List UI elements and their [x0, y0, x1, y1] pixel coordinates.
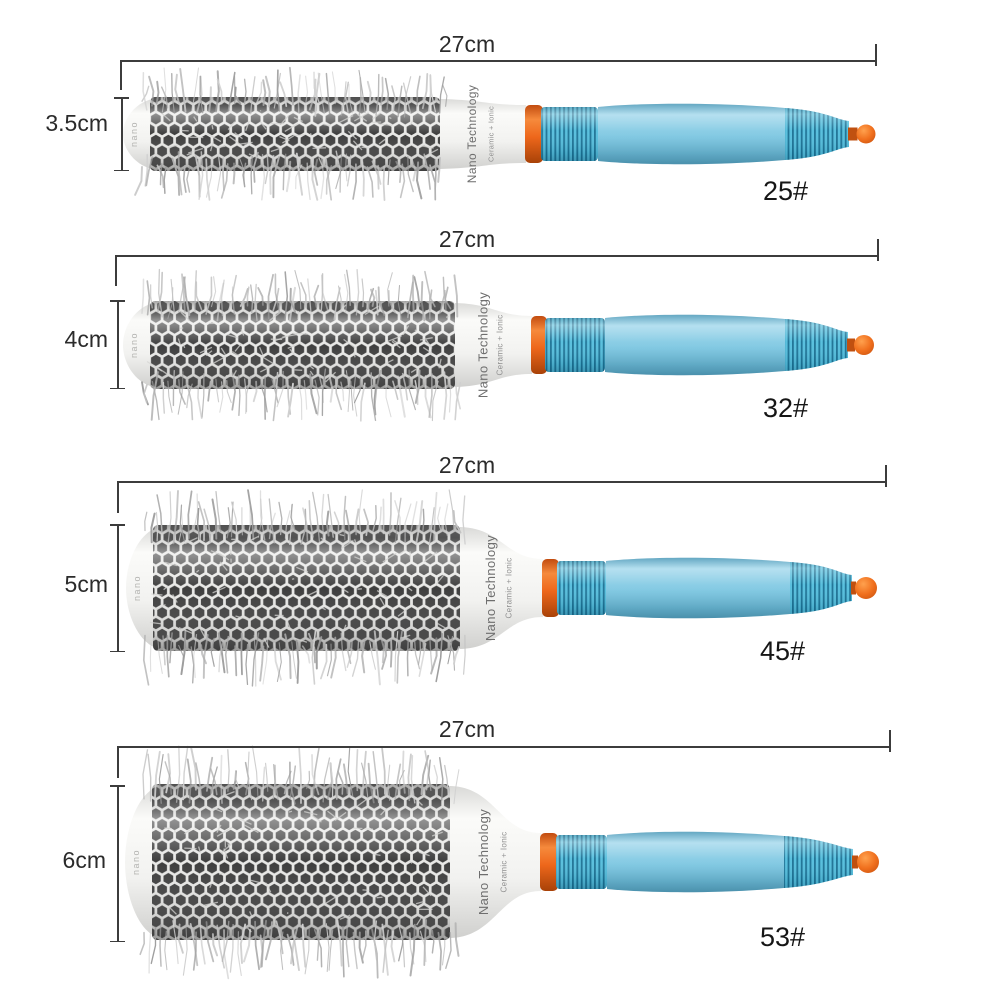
barrel-shading — [153, 525, 460, 651]
tip-ball — [857, 851, 879, 873]
length-label: 27cm — [438, 452, 496, 478]
barrel-shading — [150, 97, 440, 171]
diameter-dimension-line — [111, 300, 123, 389]
length-dimension-left-drop — [115, 255, 117, 286]
ball-stem — [851, 581, 856, 595]
ball-stem — [852, 855, 858, 869]
ball-stem — [847, 338, 855, 352]
brush-illustration-53: nano Nano Technology Ceramic + Ionic — [125, 745, 879, 980]
cap-brand-text: nano — [131, 849, 141, 875]
brand-line2: Ceramic + Ionic — [499, 832, 508, 893]
barrel-end-cap — [123, 99, 150, 169]
length-dimension-right-tick — [877, 239, 879, 261]
diameter-dimension-line — [111, 785, 123, 942]
brush-row-45: nano Nano Technology Ceramic + Ionic 27cm … — [0, 440, 1000, 695]
orange-ring — [540, 833, 558, 891]
brand-line2: Ceramic + Ionic — [505, 558, 514, 619]
brush-illustration-45: nano Nano Technology Ceramic + Ionic — [126, 489, 877, 687]
barrel-end-cap — [126, 529, 153, 647]
diameter-dimension-line — [111, 524, 123, 652]
length-dimension-left-drop — [117, 481, 119, 513]
brand-line1: Nano Technology — [483, 535, 498, 641]
bristles — [142, 489, 466, 687]
brand-line2: Ceramic + Ionic — [486, 106, 495, 162]
diameter-dimension-line — [115, 97, 127, 171]
bristles — [134, 66, 448, 201]
orange-ring — [531, 316, 547, 374]
diameter-label: 6cm — [62, 847, 106, 873]
barrel-end-cap — [123, 304, 150, 386]
brush-neck — [440, 99, 526, 169]
barrel-shading — [150, 301, 455, 389]
diameter-label: 5cm — [64, 571, 108, 597]
diameter-label: 4cm — [64, 326, 108, 352]
brand-line1: Nano Technology — [465, 85, 479, 184]
ball-stem — [848, 127, 858, 141]
brush-neck — [450, 786, 541, 938]
orange-ring — [542, 559, 559, 617]
length-dimension-line — [117, 481, 886, 483]
tip-ball — [855, 577, 877, 599]
brand-line2: Ceramic + Ionic — [496, 315, 505, 376]
length-label: 27cm — [438, 716, 496, 742]
brush-row-53: nano Nano Technology Ceramic + Ionic 27cm … — [0, 695, 1000, 1000]
brand-line1: Nano Technology — [476, 809, 491, 915]
length-dimension-line — [115, 255, 878, 257]
length-dimension-right-tick — [885, 465, 887, 487]
length-dimension-left-drop — [120, 60, 122, 90]
length-label: 27cm — [438, 31, 496, 57]
cap-brand-text: nano — [129, 332, 139, 358]
length-dimension-line — [117, 746, 890, 748]
tip-ball — [856, 124, 876, 144]
cap-brand-text: nano — [129, 121, 139, 147]
model-label: 32# — [763, 393, 809, 423]
brand-line1: Nano Technology — [475, 292, 490, 398]
model-label: 25# — [763, 176, 809, 206]
cap-brand-text: nano — [132, 575, 142, 601]
length-dimension-right-tick — [889, 730, 891, 752]
model-label: 45# — [760, 636, 806, 666]
orange-ring — [525, 105, 543, 163]
barrel-shading — [152, 784, 450, 940]
length-label: 27cm — [438, 226, 496, 252]
tip-ball — [854, 335, 874, 355]
length-dimension-left-drop — [117, 746, 119, 778]
length-dimension-line — [120, 60, 876, 62]
bristles — [139, 745, 460, 980]
barrel-end-cap — [125, 789, 152, 935]
brush-row-25: nano Nano Technology Ceramic + Ionic 27cm … — [0, 0, 1000, 220]
model-label: 53# — [760, 922, 806, 952]
brush-neck — [460, 527, 543, 649]
brush-neck — [455, 303, 532, 387]
length-dimension-right-tick — [875, 44, 877, 66]
brush-illustration-32: nano Nano Technology Ceramic + Ionic — [123, 268, 874, 422]
brush-illustration-25: nano Nano Technology Ceramic + Ionic — [123, 66, 876, 201]
brush-row-32: nano Nano Technology Ceramic + Ionic 27cm … — [0, 220, 1000, 440]
bristles — [141, 268, 462, 422]
diameter-label: 3.5cm — [45, 110, 108, 136]
